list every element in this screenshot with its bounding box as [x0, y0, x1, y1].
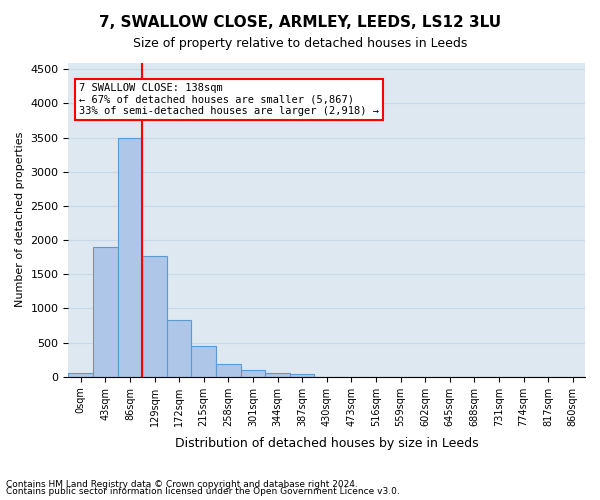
- Bar: [118, 138, 142, 377]
- Text: 7, SWALLOW CLOSE, ARMLEY, LEEDS, LS12 3LU: 7, SWALLOW CLOSE, ARMLEY, LEEDS, LS12 3L…: [99, 15, 501, 30]
- Bar: [68, 374, 93, 377]
- Text: Contains public sector information licensed under the Open Government Licence v3: Contains public sector information licen…: [6, 488, 400, 496]
- Bar: [241, 370, 265, 377]
- X-axis label: Distribution of detached houses by size in Leeds: Distribution of detached houses by size …: [175, 437, 479, 450]
- Y-axis label: Number of detached properties: Number of detached properties: [15, 132, 25, 308]
- Text: 7 SWALLOW CLOSE: 138sqm
← 67% of detached houses are smaller (5,867)
33% of semi: 7 SWALLOW CLOSE: 138sqm ← 67% of detache…: [79, 83, 379, 116]
- Text: Size of property relative to detached houses in Leeds: Size of property relative to detached ho…: [133, 38, 467, 51]
- Text: Contains HM Land Registry data © Crown copyright and database right 2024.: Contains HM Land Registry data © Crown c…: [6, 480, 358, 489]
- Bar: [290, 374, 314, 377]
- Bar: [191, 346, 216, 377]
- Bar: [216, 364, 241, 377]
- Bar: [265, 373, 290, 377]
- Bar: [167, 320, 191, 377]
- Bar: [142, 256, 167, 377]
- Bar: [93, 247, 118, 377]
